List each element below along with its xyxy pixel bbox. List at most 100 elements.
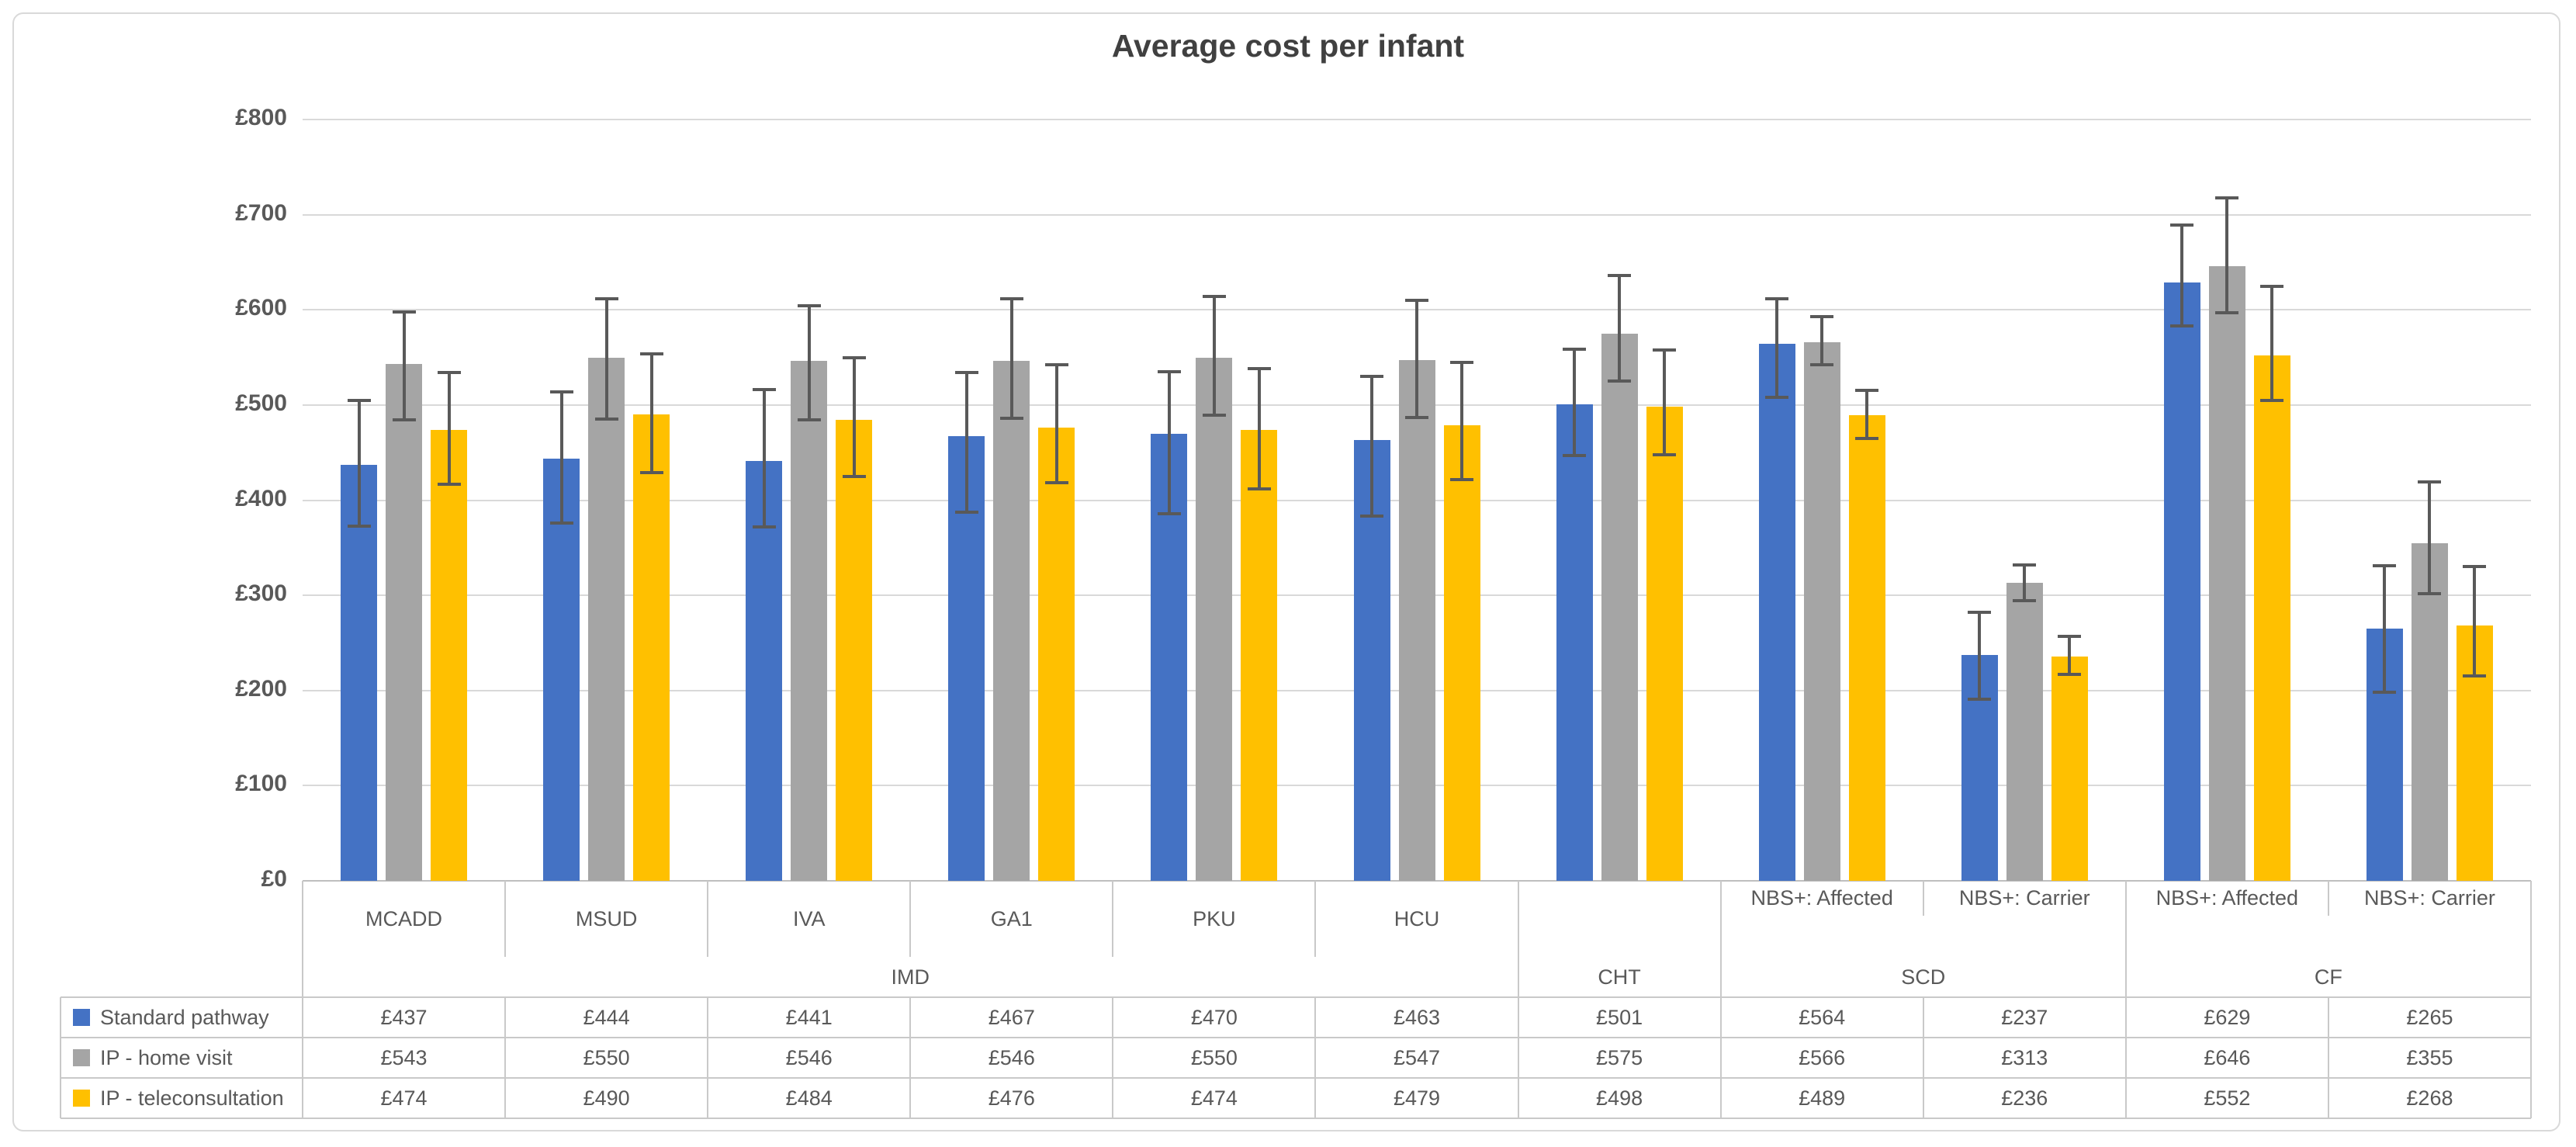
table-value-cell: £355 <box>2406 1045 2453 1069</box>
table-value-cell: £501 <box>1596 1005 1643 1029</box>
error-bar-cap-bottom <box>347 524 371 528</box>
category-label-msud-1: MSUD <box>575 906 638 930</box>
error-bar-line <box>2180 225 2184 327</box>
error-bar-line <box>604 298 608 420</box>
table-value-cell: £550 <box>583 1045 630 1069</box>
error-bar-line <box>1865 390 1869 438</box>
error-bar-cap-bottom <box>1855 436 1879 440</box>
error-bar-cap-bottom <box>999 417 1023 421</box>
table-vertical-line <box>2327 997 2329 1118</box>
legend-row-standard-pathway: Standard pathway <box>61 997 303 1038</box>
error-bar-cap-top <box>2373 564 2397 568</box>
error-bar-cap-top <box>594 296 618 300</box>
error-bar-cap-bottom <box>2215 310 2239 314</box>
error-bar-cap-bottom <box>2463 674 2487 678</box>
error-bar-cap-bottom <box>1044 481 1068 485</box>
legend-row-ip-home-visit: IP - home visit <box>61 1038 303 1078</box>
error-bar-line <box>1370 376 1373 517</box>
category-axis-divider <box>2530 881 2532 997</box>
bar-ip-teleconsultation-nbs-carrier-8 <box>2051 656 2088 881</box>
error-bar-cap-top <box>347 398 371 402</box>
error-bar-cap-top <box>1563 347 1587 351</box>
legend-swatch-ip-home-visit <box>73 1049 90 1066</box>
error-bar-cap-top <box>2013 563 2037 567</box>
error-bar-cap-top <box>1450 360 1473 364</box>
table-value-cell: £564 <box>1799 1005 1846 1029</box>
table-vertical-line <box>1112 997 1114 1118</box>
error-bar-cap-bottom <box>752 525 776 528</box>
error-bar-line <box>1775 298 1779 398</box>
error-bar-cap-top <box>1855 389 1879 393</box>
table-vertical-line <box>1922 997 1924 1118</box>
error-bar-line <box>402 311 406 421</box>
gridline <box>303 213 2531 216</box>
table-value-cell: £566 <box>1799 1045 1846 1069</box>
category-axis-divider <box>1112 881 1114 957</box>
category-label-nbs-carrier-10: NBS+: Carrier <box>2364 886 2495 910</box>
table-value-cell: £265 <box>2406 1005 2453 1029</box>
table-value-cell: £546 <box>785 1045 833 1069</box>
table-value-cell: £543 <box>380 1045 428 1069</box>
error-bar-cap-top <box>2260 284 2284 288</box>
error-bar-cap-bottom <box>797 418 821 422</box>
error-bar-cap-bottom <box>437 482 461 486</box>
y-axis-label: £300 <box>235 580 287 607</box>
error-bar-line <box>1415 300 1418 418</box>
error-bar-line <box>1212 296 1216 416</box>
error-bar-cap-top <box>1360 375 1383 379</box>
error-bar-line <box>762 390 766 527</box>
error-bar-cap-bottom <box>392 418 416 422</box>
error-bar-cap-top <box>639 352 663 355</box>
bar-ip-teleconsultation-ga1-3 <box>1038 428 1075 881</box>
table-vertical-line <box>2124 997 2127 1118</box>
error-bar-line <box>2270 286 2274 400</box>
category-axis-divider <box>1314 881 1317 957</box>
table-horizontal-line <box>61 996 2531 998</box>
error-bar-cap-top <box>797 304 821 308</box>
table-vertical-line <box>60 997 61 1118</box>
error-bar-cap-bottom <box>1360 515 1383 518</box>
category-label-iva-2: IVA <box>792 906 826 930</box>
bar-ip-home-visit-nbs-carrier-10 <box>2411 542 2448 881</box>
error-bar-cap-bottom <box>1450 477 1473 481</box>
y-axis-label: £400 <box>235 485 287 511</box>
table-value-cell: £463 <box>1393 1005 1441 1029</box>
bar-ip-home-visit-pku-4 <box>1196 357 1233 881</box>
error-bar-cap-bottom <box>639 470 663 474</box>
error-bar-cap-top <box>1968 611 1992 615</box>
table-value-cell: £437 <box>380 1005 428 1029</box>
error-bar-cap-top <box>2418 480 2442 484</box>
y-axis-label: £700 <box>235 199 287 226</box>
table-vertical-line <box>1719 997 1722 1118</box>
chart-title: Average cost per infant <box>1111 28 1465 64</box>
error-bar-cap-top <box>752 388 776 392</box>
table-value-cell: £479 <box>1393 1086 1441 1110</box>
bar-ip-teleconsultation-iva-2 <box>836 420 873 881</box>
error-bar-line <box>1573 348 1577 456</box>
error-bar-cap-top <box>2058 634 2082 638</box>
error-bar-line <box>1663 349 1667 455</box>
table-vertical-line <box>1314 997 1317 1118</box>
error-bar-cap-top <box>999 296 1023 300</box>
error-bar-line <box>2023 564 2027 601</box>
error-bar-cap-bottom <box>1202 414 1226 418</box>
bar-ip-teleconsultation-cht-6 <box>1646 407 1683 881</box>
table-value-cell: £444 <box>583 1005 630 1029</box>
error-bar-cap-bottom <box>1405 415 1428 419</box>
bar-ip-home-visit-hcu-5 <box>1398 360 1435 881</box>
error-bar-cap-bottom <box>1247 487 1271 490</box>
error-bar-cap-top <box>437 371 461 375</box>
x-axis-line <box>303 880 2531 882</box>
bar-ip-teleconsultation-nbs-affected-9 <box>2253 355 2290 881</box>
error-bar-cap-top <box>2215 196 2239 199</box>
bar-ip-teleconsultation-mcadd-0 <box>431 429 468 881</box>
table-value-cell: £474 <box>1190 1086 1238 1110</box>
legend-row-ip-teleconsultation: IP - teleconsultation <box>61 1078 303 1118</box>
bar-ip-home-visit-nbs-affected-9 <box>2208 265 2245 881</box>
table-horizontal-line <box>61 1118 2531 1119</box>
error-bar-line <box>852 357 856 476</box>
category-axis-divider <box>1517 881 1519 997</box>
error-bar-line <box>1978 612 1982 699</box>
error-bar-line <box>2068 636 2072 674</box>
y-axis-label: £500 <box>235 390 287 416</box>
